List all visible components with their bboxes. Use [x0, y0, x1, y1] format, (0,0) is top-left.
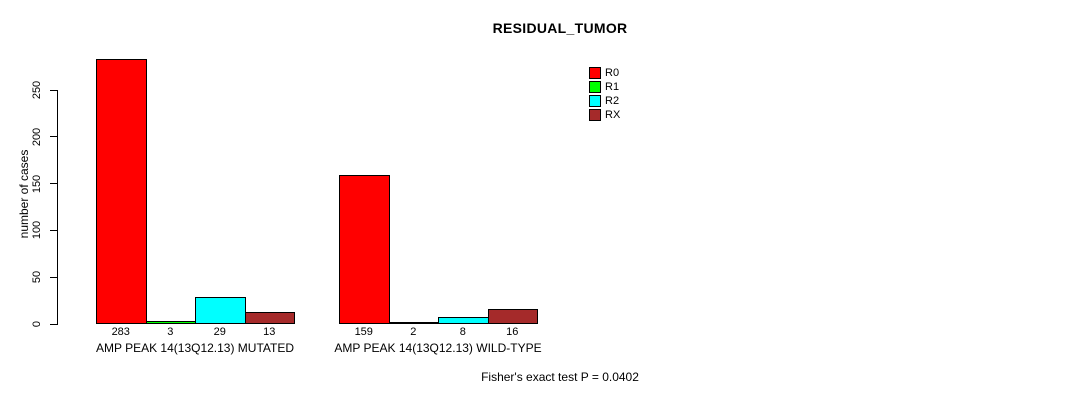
y-axis-tick-label: 150 — [31, 174, 43, 193]
y-axis-line — [57, 90, 58, 325]
y-axis-tick-label: 0 — [31, 320, 43, 328]
bar-value-label: 3 — [167, 326, 174, 338]
legend-row: R1 — [589, 80, 620, 94]
y-axis-tick — [50, 89, 57, 91]
legend-row: R0 — [589, 66, 620, 80]
bar-value-label: 16 — [506, 326, 519, 338]
bar-r0-group2 — [339, 175, 390, 324]
y-axis-tick-label: 100 — [31, 221, 43, 240]
y-axis-label: number of cases — [17, 149, 31, 239]
legend-row: R2 — [589, 94, 620, 108]
legend-swatch-r2 — [589, 95, 601, 107]
y-axis-tick — [50, 136, 57, 138]
bar-value-label: 8 — [459, 326, 466, 338]
bar-r2-group1 — [195, 296, 246, 324]
chart-title: RESIDUAL_TUMOR — [492, 20, 628, 36]
legend-row: RX — [589, 108, 620, 122]
footnote-fisher-test: Fisher's exact test P = 0.0402 — [481, 370, 639, 384]
legend-label-rx: RX — [605, 109, 621, 121]
bar-value-label: 283 — [111, 326, 130, 338]
group-label-1: AMP PEAK 14(13Q12.13) MUTATED — [95, 341, 295, 355]
legend-swatch-r1 — [589, 81, 601, 93]
legend-label-r1: R1 — [605, 81, 620, 93]
legend-label-r0: R0 — [605, 67, 620, 79]
bar-value-label: 159 — [354, 326, 373, 338]
bar-rx-group1 — [244, 311, 295, 324]
y-axis-tick — [50, 229, 57, 231]
y-axis-tick — [50, 323, 57, 325]
y-axis-tick-label: 200 — [31, 127, 43, 146]
y-axis-tick — [50, 183, 57, 185]
legend: R0 R1 R2 RX — [589, 66, 620, 122]
y-axis-tick — [50, 276, 57, 278]
bar-rx-group2 — [487, 309, 538, 324]
legend-label-r2: R2 — [605, 95, 620, 107]
y-axis-tick-label: 50 — [31, 271, 43, 284]
bar-r2-group2 — [438, 316, 489, 324]
legend-swatch-r0 — [589, 67, 601, 79]
bar-r1-group1 — [145, 321, 196, 324]
bar-r1-group2 — [388, 322, 439, 324]
bar-value-label: 2 — [410, 326, 417, 338]
bar-value-label: 29 — [213, 326, 226, 338]
bar-value-label: 13 — [263, 326, 276, 338]
group-label-2: AMP PEAK 14(13Q12.13) WILD-TYPE — [334, 341, 542, 355]
y-axis-tick-label: 250 — [31, 80, 43, 100]
legend-swatch-rx — [589, 109, 601, 121]
bar-r0-group1 — [96, 59, 147, 324]
